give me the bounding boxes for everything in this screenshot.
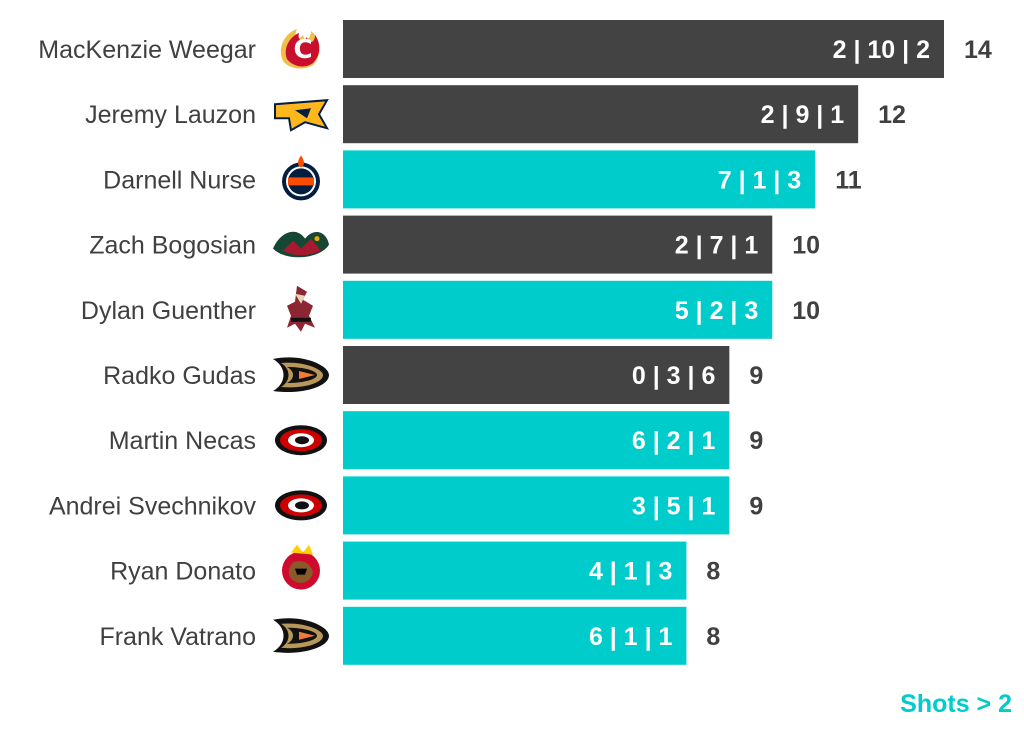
bar bbox=[343, 606, 687, 665]
bar-total-label: 9 bbox=[749, 427, 763, 455]
bar-breakdown-label: 2 | 10 | 2 bbox=[833, 36, 930, 64]
minnesota-wild-logo-icon bbox=[273, 231, 329, 258]
bar-breakdown-label: 4 | 1 | 3 bbox=[589, 558, 672, 586]
highlight-legend-note: Shots > 2 bbox=[900, 690, 1012, 718]
svg-text:C: C bbox=[293, 35, 312, 65]
bar bbox=[343, 541, 687, 600]
nashville-predators-logo-icon bbox=[274, 99, 330, 132]
bar-breakdown-label: 6 | 2 | 1 bbox=[632, 427, 716, 455]
bar bbox=[343, 215, 773, 274]
carolina-hurricanes-logo-icon bbox=[275, 425, 327, 456]
bar-breakdown-label: 2 | 7 | 1 bbox=[675, 232, 759, 260]
bar bbox=[343, 20, 944, 78]
bar-total-label: 11 bbox=[835, 166, 862, 194]
bar-total-label: 14 bbox=[964, 36, 992, 64]
bar-total-label: 10 bbox=[792, 297, 820, 325]
bar-breakdown-label: 2 | 9 | 1 bbox=[761, 101, 845, 129]
player-name-label: Martin Necas bbox=[109, 427, 256, 455]
player-name-label: Frank Vatrano bbox=[99, 623, 256, 651]
bar-breakdown-label: 0 | 3 | 6 bbox=[632, 362, 715, 390]
bar bbox=[343, 150, 816, 209]
bar-total-label: 12 bbox=[878, 101, 906, 129]
bar-breakdown-label: 7 | 1 | 3 bbox=[718, 166, 801, 194]
bar-breakdown-label: 6 | 1 | 1 bbox=[589, 623, 673, 651]
player-name-label: Zach Bogosian bbox=[89, 232, 256, 260]
player-name-label: Darnell Nurse bbox=[103, 166, 256, 194]
bar-total-label: 9 bbox=[749, 492, 763, 520]
bar bbox=[343, 476, 730, 535]
bar-breakdown-label: 3 | 5 | 1 bbox=[632, 492, 716, 520]
bar bbox=[343, 85, 859, 144]
bar-total-label: 8 bbox=[706, 558, 720, 586]
player-name-label: Radko Gudas bbox=[103, 362, 256, 390]
anaheim-ducks-logo-icon bbox=[273, 357, 329, 393]
player-name-label: Dylan Guenther bbox=[81, 297, 256, 325]
edmonton-oilers-logo-icon bbox=[282, 155, 320, 201]
player-name-label: Ryan Donato bbox=[110, 558, 256, 586]
bar-total-label: 9 bbox=[749, 362, 763, 390]
bar bbox=[343, 411, 730, 470]
player-name-label: MacKenzie Weegar bbox=[38, 36, 256, 64]
bar-total-label: 10 bbox=[792, 232, 820, 260]
bar-breakdown-label: 5 | 2 | 3 bbox=[675, 297, 758, 325]
arizona-coyotes-logo-icon bbox=[287, 285, 315, 332]
carolina-hurricanes-logo-icon bbox=[275, 490, 327, 521]
player-name-label: Jeremy Lauzon bbox=[85, 101, 256, 129]
bar-total-label: 8 bbox=[706, 623, 720, 651]
player-name-label: Andrei Svechnikov bbox=[49, 492, 257, 520]
bar bbox=[343, 346, 730, 404]
calgary-flames-logo-icon: C bbox=[280, 29, 320, 69]
bar bbox=[343, 280, 773, 339]
anaheim-ducks-logo-icon bbox=[273, 618, 329, 653]
chicago-blackhawks-logo-icon bbox=[282, 544, 320, 590]
